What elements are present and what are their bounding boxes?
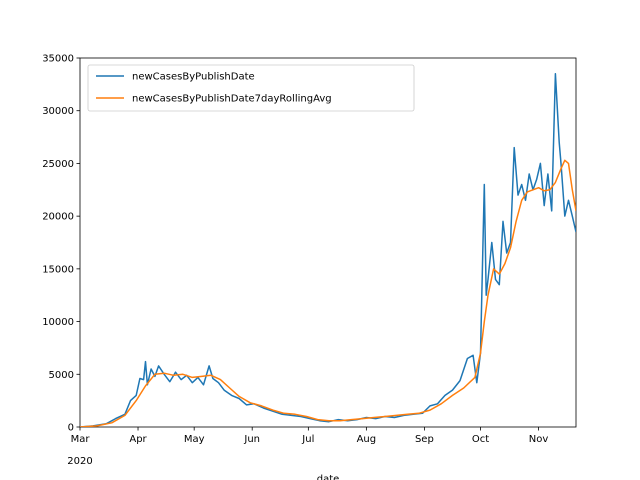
legend: newCasesByPublishDate newCasesByPublishDa… <box>87 64 415 112</box>
y-tick-label: 25000 <box>42 159 74 170</box>
legend-entry-label: newCasesByPublishDate7dayRollingAvg <box>132 94 332 105</box>
x-tick-label: Jun <box>243 434 260 445</box>
x-tick-label: Mar <box>71 434 91 445</box>
y-tick-label: 0 <box>68 423 74 434</box>
x-tick-label: Apr <box>129 434 147 445</box>
y-tick-label: 35000 <box>42 54 74 65</box>
legend-box <box>87 64 415 112</box>
x-axis-year-label: 2020 <box>67 456 92 467</box>
x-tick-label: Aug <box>357 434 377 445</box>
y-tick-label: 15000 <box>42 264 74 275</box>
series-line-2 <box>80 159 576 427</box>
x-tick-label: Jul <box>301 434 314 445</box>
x-tick-label: May <box>184 434 205 445</box>
series-layer <box>80 73 576 427</box>
x-tick-label: Sep <box>415 434 434 445</box>
y-tick-label: 10000 <box>42 317 74 328</box>
axes-frame <box>79 57 577 428</box>
x-axis-ticks: Mar Apr May Jun Jul Aug Sep Oct Nov <box>71 427 549 445</box>
y-tick-label: 30000 <box>42 106 74 117</box>
legend-entry-label: newCasesByPublishDate <box>132 72 255 83</box>
x-tick-label: Oct <box>472 434 489 445</box>
y-tick-label: 20000 <box>42 212 74 223</box>
plot-area <box>79 57 577 428</box>
y-axis-ticks: 0 5000 10000 15000 20000 25000 30000 35000 <box>42 54 80 434</box>
x-tick-label: Nov <box>529 434 549 445</box>
y-tick-label: 5000 <box>49 370 74 381</box>
x-axis-label: date <box>317 474 340 480</box>
